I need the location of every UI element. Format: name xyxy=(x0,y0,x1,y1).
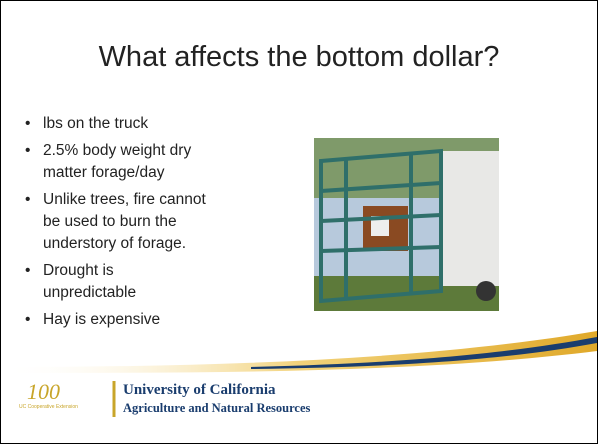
photo xyxy=(314,138,499,311)
logo-number: 100 xyxy=(27,379,60,405)
bullet: lbs on the truck xyxy=(23,113,206,135)
bullet-line: matter forage/day xyxy=(43,162,206,184)
bullet: Hay is expensive xyxy=(23,309,206,331)
bullet-line: Hay is expensive xyxy=(43,309,206,331)
bullet-line: Drought is xyxy=(43,260,206,282)
bullet-line: unpredictable xyxy=(43,282,206,304)
bullet-line: 2.5% body weight dry xyxy=(43,140,206,162)
bullet-line: lbs on the truck xyxy=(43,113,206,135)
bullet-line: understory of forage. xyxy=(43,233,206,255)
division-name: Agriculture and Natural Resources xyxy=(123,401,310,416)
bullet-line: be used to burn the xyxy=(43,211,206,233)
logo-unit: UC Cooperative Extension xyxy=(19,404,99,410)
bullet-list: lbs on the truck 2.5% body weight drymatt… xyxy=(23,113,206,336)
university-name: University of California xyxy=(123,382,275,399)
slide: What affects the bottom dollar? lbs on t… xyxy=(0,0,598,444)
slide-title: What affects the bottom dollar? xyxy=(1,41,597,74)
bullet-line: Unlike trees, fire cannot xyxy=(43,189,206,211)
